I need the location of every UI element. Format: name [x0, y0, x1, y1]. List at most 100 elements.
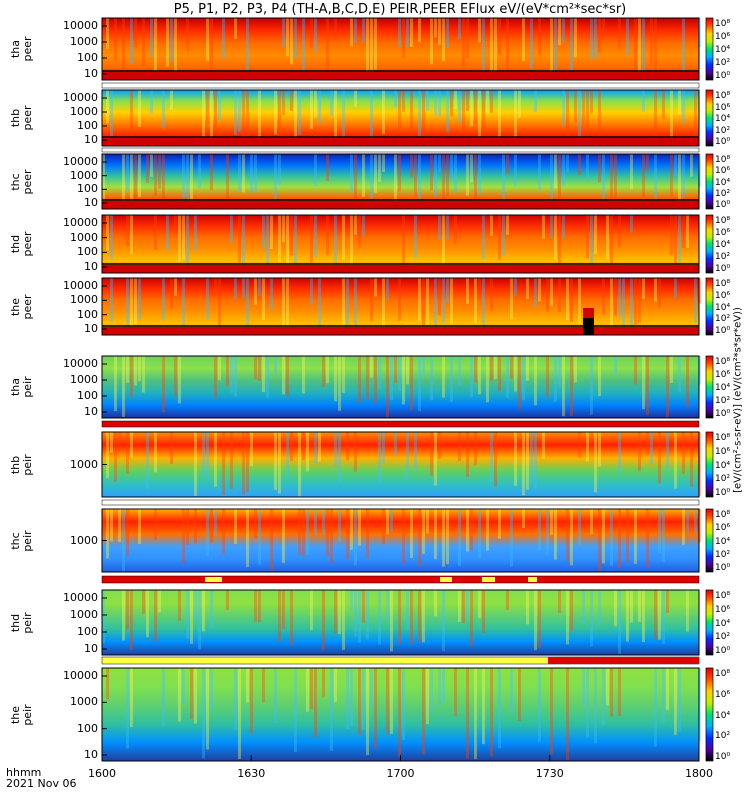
spectrogram-thd-peir	[102, 590, 699, 655]
colorbar-tha-peer	[705, 17, 714, 81]
spectrogram-tha-peir	[102, 356, 699, 418]
spectrogram-thb-peir	[102, 432, 699, 497]
colorbar-tick-label: 10⁴	[715, 618, 731, 629]
colorbar-tick-label: 10⁸	[715, 19, 731, 29]
colorbar-tick-label: 10⁰	[715, 563, 731, 573]
colorbar-tick-label: 10²	[715, 314, 731, 325]
panel-label: tha peir	[9, 367, 34, 407]
panel-label: the peer	[9, 287, 34, 327]
y-tick-label: 10	[84, 133, 98, 146]
quality-flag-bar	[101, 499, 700, 506]
y-tick-label: 10	[84, 748, 98, 761]
x-tick-label: 1800	[685, 767, 713, 780]
chart-title: P5, P1, P2, P3, P4 (TH-A,B,C,D,E) PEIR,P…	[173, 2, 627, 17]
colorbar-tick-label: 10²	[715, 549, 731, 560]
x-tick-label: 1600	[88, 767, 116, 780]
colorbar-thd-peer	[705, 214, 714, 274]
colorbar-tick-label: 10⁰	[715, 137, 731, 147]
panel-tha-peir	[101, 355, 714, 419]
quality-flag-bar	[101, 147, 700, 153]
colorbar-tick-label: 10⁰	[715, 264, 731, 274]
y-tick-label: 100	[77, 721, 98, 735]
colorbar-tick-label: 10⁸	[715, 155, 731, 165]
y-tick-label: 1000	[70, 35, 98, 48]
y-tick-label: 1000	[70, 457, 98, 471]
panel-thb-peer	[101, 89, 714, 147]
quality-flag-segment	[548, 657, 699, 664]
y-tick-label: 1000	[70, 230, 98, 244]
colorbar-tick-label: 10⁶	[715, 689, 731, 700]
y-tick-label: 1000	[70, 105, 98, 118]
spectrogram-texture	[110, 278, 701, 335]
panel-the-peir	[101, 667, 714, 762]
colorbar-tick-label: 10⁶	[715, 446, 731, 457]
colorbar-tick-label: 10⁶	[715, 604, 731, 615]
spectrogram-thc-peir	[102, 509, 699, 572]
colorbar-tick-label: 10⁰	[715, 646, 731, 656]
colorbar-tick-label: 10⁸	[715, 216, 731, 226]
colorbar-tick-label: 10⁶	[715, 228, 731, 238]
panel-thd-peir	[101, 589, 714, 656]
panel-label: thc peer	[9, 162, 34, 202]
colorbar-tick-label: 10⁶	[715, 370, 731, 380]
y-tick-label: 1000	[70, 168, 98, 182]
colorbar-tick-label: 10²	[715, 58, 731, 68]
panel-label: the peir	[9, 695, 34, 735]
colorbar-tick-label: 10⁶	[715, 102, 731, 113]
colorbar-tick-label: 10⁶	[715, 32, 731, 42]
quality-flag-segment	[528, 577, 537, 582]
panel-label-species: peer	[21, 231, 34, 257]
colorbar-tick-label: 10⁰	[715, 200, 731, 210]
colorbar-tick-label: 10⁰	[715, 71, 731, 81]
y-tick-label: 1000	[70, 373, 98, 386]
panel-label-species: peer	[21, 105, 34, 131]
panel-label-species: peer	[21, 293, 34, 320]
y-tick-label: 100	[77, 51, 98, 64]
colorbar-tick-label: 10⁸	[715, 591, 731, 601]
y-tick-label: 100	[77, 182, 98, 196]
panel-thd-peer	[101, 214, 714, 274]
spectrogram-the-peir	[102, 668, 699, 761]
y-tick-label: 10000	[63, 155, 98, 168]
colorbar-thb-peer	[705, 89, 714, 147]
panel-tha-peer	[101, 17, 714, 81]
colorbar-tick-label: 10²	[715, 474, 731, 485]
colorbar-tick-label: 10⁸	[715, 433, 731, 443]
panel-label-species: peir	[21, 703, 34, 726]
spectrogram-texture	[114, 356, 701, 418]
y-tick-label: 10000	[63, 91, 98, 104]
colorbar-thd-peir	[705, 589, 714, 656]
colorbar-tick-label: 10⁸	[715, 669, 731, 679]
quality-flag-segment	[205, 577, 222, 582]
colorbar-the-peir	[705, 667, 714, 762]
panel-the-peer	[101, 277, 714, 336]
panel-label: thc peir	[9, 521, 34, 561]
panel-label-species: peir	[21, 611, 34, 634]
spectrogram-texture	[106, 215, 689, 271]
y-tick-label: 100	[77, 307, 98, 321]
colorbar-the-peer	[705, 277, 714, 336]
y-tick-label: 1000	[70, 608, 98, 621]
spectrogram-texture	[102, 590, 689, 654]
panel-thc-peir	[101, 508, 714, 573]
colorbar-tick-label: 10⁰	[715, 752, 731, 762]
y-tick-label: 1000	[70, 293, 98, 307]
y-tick-label: 10	[84, 67, 98, 80]
colorbar-tick-label: 10²	[715, 125, 731, 136]
colorbar-tick-label: 10⁸	[715, 91, 731, 101]
y-tick-label: 10	[84, 642, 98, 655]
colorbar-tick-label: 10²	[715, 396, 731, 406]
colorbar-tick-label: 10⁸	[715, 510, 731, 520]
panel-label: thd peir	[9, 603, 34, 643]
spectrogram-texture	[106, 668, 701, 761]
colorbar-tick-label: 10⁴	[715, 177, 731, 188]
y-tick-label: 10000	[63, 19, 98, 32]
colorbar-thc-peir	[705, 508, 714, 573]
spectrogram-texture	[106, 90, 697, 146]
x-tick-label: 1630	[237, 767, 266, 780]
spectrogram-texture	[102, 509, 701, 572]
colorbar-tick-label: 10⁶	[715, 166, 731, 177]
colorbar-tick-label: 10⁰	[715, 409, 731, 419]
y-tick-label: 10000	[63, 216, 98, 229]
